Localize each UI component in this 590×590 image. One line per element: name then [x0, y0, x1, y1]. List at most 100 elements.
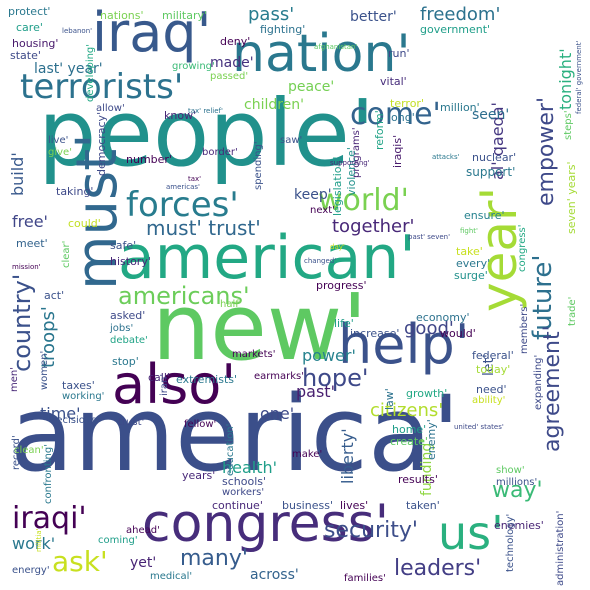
- word: ability': [472, 395, 506, 406]
- word: millions': [496, 477, 538, 488]
- word: citizens': [370, 400, 444, 421]
- word: state': [10, 49, 41, 62]
- word: americans': [118, 282, 250, 310]
- word: asked': [110, 309, 146, 322]
- word: reform': [373, 110, 386, 150]
- word: women': [39, 350, 50, 390]
- word: history': [110, 255, 151, 268]
- word: power': [302, 346, 356, 365]
- word: children': [244, 97, 305, 113]
- word: growing': [172, 61, 215, 72]
- word: take': [456, 245, 483, 258]
- word: time': [40, 404, 81, 423]
- word: democracy': [95, 111, 108, 176]
- word: way': [492, 478, 543, 503]
- word: one': [260, 404, 295, 423]
- word: federal' government': [575, 40, 583, 114]
- word: attacks': [432, 153, 460, 161]
- word: work': [12, 534, 56, 553]
- word: men': [9, 367, 20, 392]
- word: clean': [14, 445, 44, 456]
- word: taking': [56, 185, 94, 198]
- word: meet': [16, 237, 48, 250]
- word: come': [350, 97, 441, 132]
- word: business': [282, 499, 333, 512]
- word: administration': [555, 510, 566, 586]
- word: build': [8, 152, 27, 196]
- word: would': [440, 327, 476, 340]
- word: lebanon': [62, 27, 93, 35]
- word: number': [126, 153, 172, 166]
- word: military': [162, 9, 207, 22]
- word: congress': [517, 224, 528, 272]
- word: terrorists': [20, 67, 184, 107]
- word: increase': [350, 327, 400, 340]
- word: confronting': [43, 444, 54, 504]
- word: progress': [316, 279, 367, 292]
- word: changed': [304, 257, 337, 265]
- word: seen': [472, 107, 510, 123]
- word: make': [292, 449, 323, 460]
- word: mission': [12, 263, 41, 271]
- word: supporting': [330, 159, 370, 167]
- word: united' states': [454, 423, 504, 431]
- word: allow': [96, 103, 125, 114]
- word: members': [519, 303, 530, 354]
- word: tax': [188, 175, 202, 183]
- word: need': [476, 383, 507, 396]
- word: passed': [210, 71, 249, 82]
- word: trade': [567, 296, 578, 326]
- word: government': [420, 23, 491, 36]
- word: families': [344, 573, 386, 584]
- word: security': [324, 518, 418, 543]
- word: care': [16, 21, 43, 34]
- word: act': [44, 289, 65, 302]
- word: spending': [253, 141, 264, 190]
- word: peace': [288, 79, 335, 95]
- word: vital': [380, 75, 407, 88]
- word: new': [152, 274, 368, 381]
- word: call': [148, 371, 170, 384]
- word: forces': [126, 185, 239, 225]
- word: border': [202, 147, 238, 158]
- word: stop': [112, 355, 139, 368]
- word: violence': [345, 147, 358, 196]
- word: coming': [98, 535, 138, 546]
- word: markets': [232, 349, 276, 360]
- word: freedom': [420, 4, 501, 25]
- word: developing': [85, 43, 96, 102]
- word: nation': [232, 24, 411, 84]
- word: people': [38, 80, 376, 187]
- word: across': [250, 567, 299, 583]
- word: home': [392, 423, 427, 436]
- word: years': [182, 469, 216, 482]
- word: help': [338, 313, 470, 376]
- word: growth': [406, 387, 448, 400]
- word: america': [10, 373, 461, 495]
- word: saw': [280, 135, 303, 146]
- word: deny': [220, 35, 251, 48]
- word: yet': [130, 555, 157, 571]
- word: law': [383, 388, 396, 410]
- word: decisions': [50, 415, 100, 426]
- word: ask': [52, 545, 108, 578]
- word: keep': [294, 187, 332, 203]
- word: leaders': [394, 556, 482, 581]
- word: tonight': [556, 48, 575, 110]
- word: today': [476, 363, 511, 376]
- word: fight': [460, 227, 478, 235]
- word: empower': [534, 96, 559, 206]
- word: agreement': [540, 325, 565, 452]
- word: enemies': [494, 519, 544, 532]
- word: past': [296, 382, 335, 401]
- word: show': [496, 465, 525, 476]
- word: better': [350, 9, 397, 25]
- word: must' trust': [146, 216, 261, 240]
- word: world': [318, 183, 409, 218]
- word: taken': [406, 499, 440, 512]
- word: past' seven': [408, 233, 451, 241]
- word: made': [210, 55, 254, 71]
- word: long': [388, 111, 415, 124]
- word: seven' years': [565, 161, 578, 234]
